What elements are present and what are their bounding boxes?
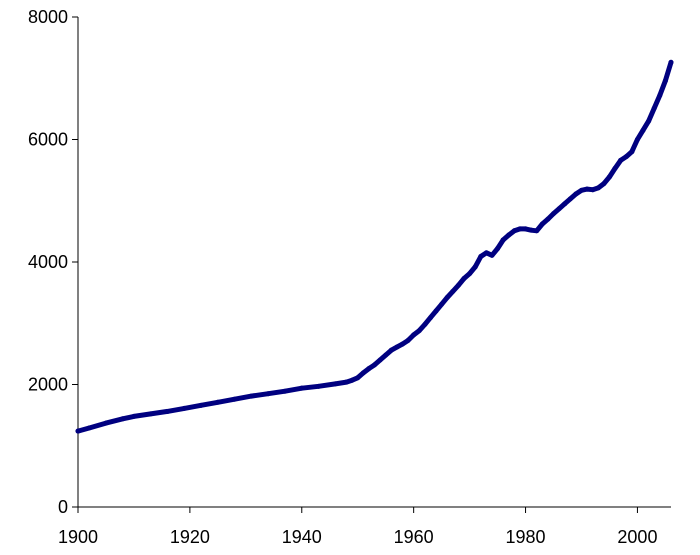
data-point [640,127,646,133]
data-point [299,385,305,391]
y-tick-label: 4000 [28,252,68,272]
series-group [75,59,674,434]
x-tick-label: 1980 [506,527,546,547]
data-point [623,154,629,160]
data-point [612,165,618,171]
data-point [198,402,204,408]
data-point [651,105,657,111]
data-point [360,370,366,376]
data-point [444,295,450,301]
data-point [366,366,372,372]
data-point [405,337,411,343]
x-tick-label: 1900 [58,527,98,547]
data-point [120,416,126,422]
data-point [383,352,389,358]
data-point [539,221,545,227]
data-point [131,413,137,419]
data-point [523,226,529,232]
data-point [181,405,187,411]
data-point [495,246,501,252]
data-point [433,308,439,314]
data-point [517,226,523,232]
data-point [248,393,254,399]
data-point [478,253,484,259]
data-point [316,383,322,389]
data-point [439,301,445,307]
data-point [534,228,540,234]
series-line [75,59,674,434]
data-point [416,328,422,334]
data-point [590,187,596,193]
data-point [629,149,635,155]
data-point [646,118,652,124]
data-point [394,344,400,350]
data-point [399,341,405,347]
data-point [215,399,221,405]
data-point [562,201,568,207]
data-point [232,396,238,402]
data-point [483,250,489,256]
data-point [422,321,428,327]
data-point [265,391,271,397]
data-point [355,375,361,381]
data-point [344,379,350,385]
data-point [103,420,109,426]
data-point [472,264,478,270]
data-point [388,347,394,353]
data-point [595,185,601,191]
data-point [567,196,573,202]
data-point [556,206,562,212]
y-tick-label: 2000 [28,375,68,395]
data-point [618,157,624,163]
data-point [282,388,288,394]
data-point [165,408,171,414]
data-point [662,78,668,84]
data-point [578,187,584,193]
y-tick-label: 8000 [28,7,68,27]
data-point [332,381,338,387]
x-tick-label: 1920 [170,527,210,547]
data-point [377,357,383,363]
data-point [455,282,461,288]
data-point [506,232,512,238]
data-point [545,216,551,222]
data-point [461,276,467,282]
data-point [411,332,417,338]
data-point [427,315,433,321]
axes [77,17,671,508]
data-point [551,211,557,217]
tick-marks [72,16,638,513]
data-point [573,191,579,197]
data-point [489,252,495,258]
x-tick-label: 1960 [394,527,434,547]
x-tick-label: 2000 [617,527,657,547]
data-point [634,137,640,142]
y-tick-label: 6000 [28,130,68,150]
data-point [601,181,607,187]
data-point [584,186,590,192]
data-point [148,411,154,417]
data-point [606,174,612,180]
data-point [657,92,663,98]
data-point [500,237,506,243]
data-point [349,377,355,383]
x-tick-label: 1940 [282,527,322,547]
data-point [511,228,517,234]
data-point [467,271,473,277]
data-point [528,227,534,233]
data-point [75,428,81,434]
data-point [86,425,92,431]
data-point [668,59,674,65]
y-tick-label: 0 [58,497,68,517]
data-point [450,288,456,294]
tick-labels: 0 2000 4000 6000 8000 1900 1920 1940 1960 1980 200… [28,7,658,547]
data-point [372,362,377,368]
